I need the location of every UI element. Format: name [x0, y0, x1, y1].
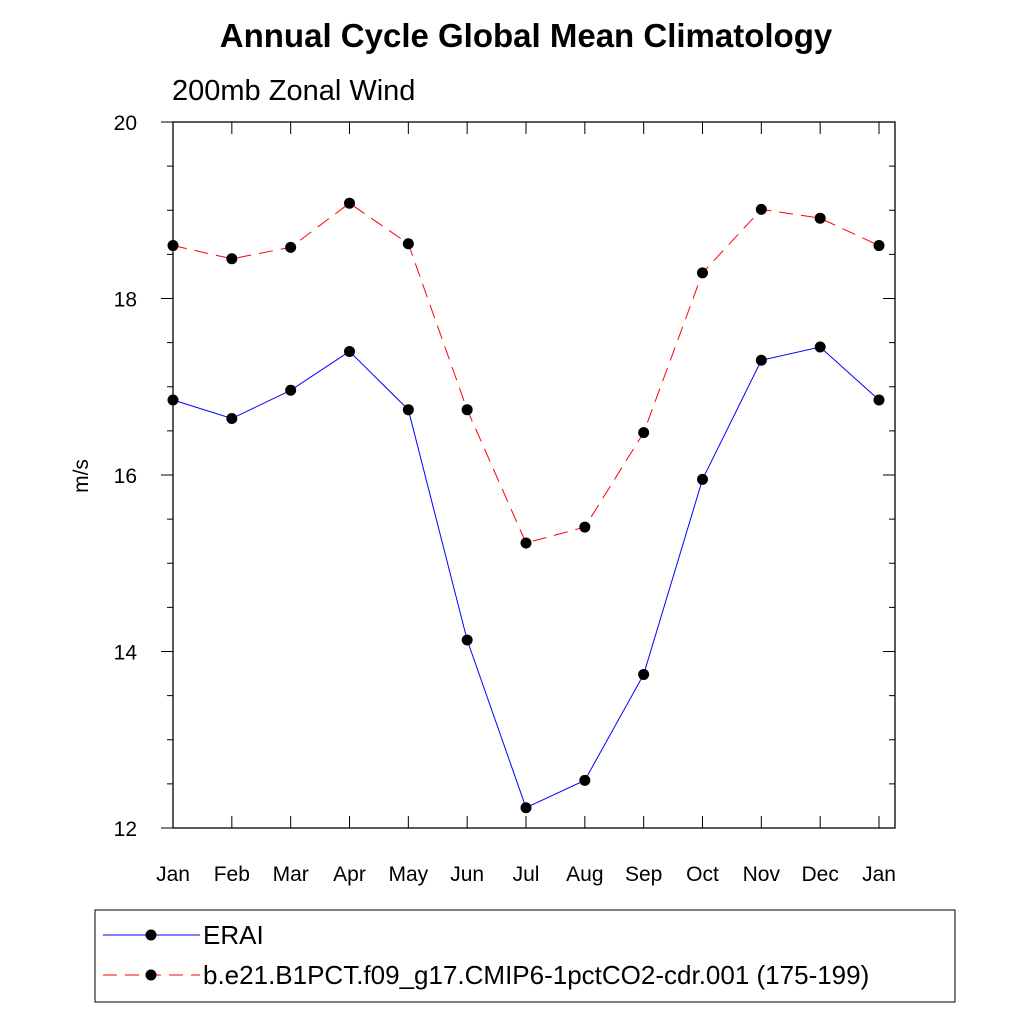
legend: ERAI b.e21.B1PCT.f09_g17.CMIP6-1pctCO2-cd…: [94, 909, 956, 1003]
x-tick-label: Dec: [801, 863, 838, 886]
series-line-1: [172, 202, 880, 544]
data-point-series-0: [755, 354, 767, 366]
x-tick-label: Aug: [566, 863, 603, 886]
series-line-0: [172, 346, 880, 809]
legend-box: [94, 909, 956, 1003]
data-point-series-0: [579, 774, 591, 786]
y-tick-label: 14: [114, 642, 138, 665]
legend-marker-0: [145, 929, 157, 941]
x-tick-label: Jan: [156, 863, 190, 886]
data-point-series-0: [814, 341, 826, 353]
legend-entries: ERAI b.e21.B1PCT.f09_g17.CMIP6-1pctCO2-cd…: [103, 920, 869, 990]
data-point-series-0: [873, 394, 885, 406]
legend-label-0: ERAI: [203, 920, 264, 950]
x-tick-label: Oct: [686, 863, 719, 886]
x-tick-label: May: [388, 863, 428, 886]
data-point-series-1: [697, 267, 708, 279]
data-point-series-0: [344, 345, 355, 357]
data-point-series-1: [226, 253, 238, 265]
y-tick-label: 18: [114, 289, 137, 312]
data-point-series-1: [461, 404, 473, 416]
data-point-series-1: [638, 427, 650, 439]
data-point-series-1: [755, 203, 767, 215]
data-point-series-0: [402, 404, 414, 416]
x-tick-label: Nov: [743, 863, 781, 886]
y-axis-label: m/s: [70, 459, 93, 493]
data-point-series-0: [520, 802, 532, 814]
legend-label-1: b.e21.B1PCT.f09_g17.CMIP6-1pctCO2-cdr.00…: [203, 960, 869, 990]
data-point-series-0: [167, 394, 179, 406]
y-tick-label: 12: [114, 818, 137, 841]
data-point-series-1: [873, 240, 885, 252]
data-point-series-1: [344, 197, 355, 209]
x-tick-label: Feb: [214, 863, 250, 886]
x-tick-label: Apr: [333, 863, 366, 886]
series-layer: [167, 197, 885, 814]
data-point-series-1: [520, 537, 532, 549]
data-point-series-1: [285, 241, 297, 253]
y-tick-label: 20: [114, 112, 137, 135]
x-tick-label: Jul: [513, 863, 540, 886]
chart-title: Annual Cycle Global Mean Climatology: [220, 17, 833, 54]
x-tick-label: Mar: [273, 863, 309, 886]
data-point-series-0: [226, 413, 238, 425]
data-point-series-1: [579, 521, 591, 533]
plot-frame: [172, 121, 896, 829]
data-point-series-0: [638, 668, 650, 680]
data-point-series-0: [461, 634, 473, 646]
x-tick-label: Jan: [862, 863, 896, 886]
data-point-series-0: [285, 384, 297, 396]
x-tick-labels: Jan Feb Mar Apr May Jun Jul Aug Sep Oct Nov Dec Jan: [156, 863, 896, 886]
x-tick-label: Jun: [450, 863, 484, 886]
data-point-series-1: [402, 238, 414, 250]
y-tick-labels: 12 14 16 18 20: [114, 112, 138, 841]
data-point-series-1: [167, 240, 179, 252]
y-tick-label: 16: [114, 465, 137, 488]
chart-subtitle: 200mb Zonal Wind: [172, 75, 415, 107]
axis-ticks: [161, 121, 895, 829]
legend-marker-1: [145, 969, 157, 981]
data-point-series-0: [697, 473, 708, 485]
x-tick-label: Sep: [625, 863, 662, 886]
data-point-series-1: [814, 212, 826, 224]
